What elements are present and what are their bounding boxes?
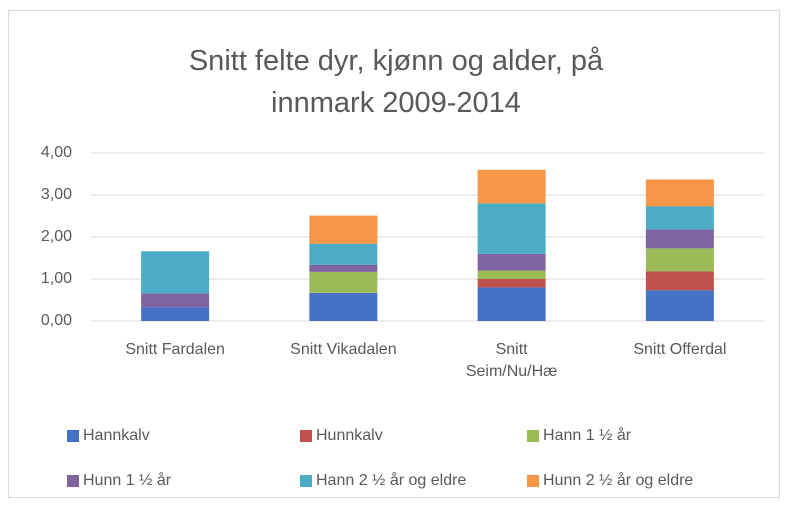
legend-swatch <box>67 475 79 487</box>
x-tick-label: Snitt Offerdal <box>633 341 727 358</box>
bar-segment <box>477 270 546 279</box>
bar-segment <box>645 271 714 291</box>
chart-title: Snitt felte dyr, kjønn og alder, på innm… <box>188 45 604 119</box>
bar-segment <box>645 290 714 321</box>
chart-frame <box>8 10 780 498</box>
y-tick-label: 0,00 <box>41 312 72 329</box>
legend-label: Hannkalv <box>83 427 150 444</box>
y-tick-label: 3,00 <box>41 186 72 203</box>
legend-swatch <box>67 430 79 442</box>
bar-segment <box>309 215 378 244</box>
bar-segment <box>645 179 714 207</box>
legend-swatch <box>527 430 539 442</box>
x-tick-label: Snitt Vikadalen <box>290 341 397 358</box>
y-tick-label: 2,00 <box>41 228 72 245</box>
bar-segment <box>309 292 378 321</box>
y-tick-label: 4,00 <box>41 144 72 161</box>
bar-segment <box>477 287 546 321</box>
legend-label: Hann 1 ½ år <box>543 426 632 444</box>
bar-segment <box>141 251 210 294</box>
x-tick-label: Snitt Fardalen <box>125 341 225 358</box>
legend-label: Hunnkalv <box>316 427 383 444</box>
bar-segment <box>309 271 378 293</box>
legend-swatch <box>300 430 312 442</box>
y-tick-label: 1,00 <box>41 270 72 287</box>
bar-segment <box>309 264 378 272</box>
legend-label: Hunn 2 ½ år og eldre <box>543 471 693 489</box>
bar-segment <box>645 248 714 272</box>
bar-segment <box>141 293 210 308</box>
legend-label: Hann 2 ½ år og eldre <box>316 471 466 489</box>
bar-segment <box>477 169 546 204</box>
legend-swatch <box>527 475 539 487</box>
bar-segment <box>477 253 546 271</box>
legend-swatch <box>300 475 312 487</box>
bar-segment <box>141 307 210 321</box>
x-tick-label: Snitt Seim/Nu/Hæ <box>465 341 558 380</box>
bar-segment <box>477 279 546 288</box>
bar-segment <box>645 229 714 249</box>
bar-segment <box>645 206 714 230</box>
bar-segment <box>477 203 546 254</box>
legend-label: Hunn 1 ½ år <box>83 471 172 489</box>
bar-segment <box>309 243 378 265</box>
